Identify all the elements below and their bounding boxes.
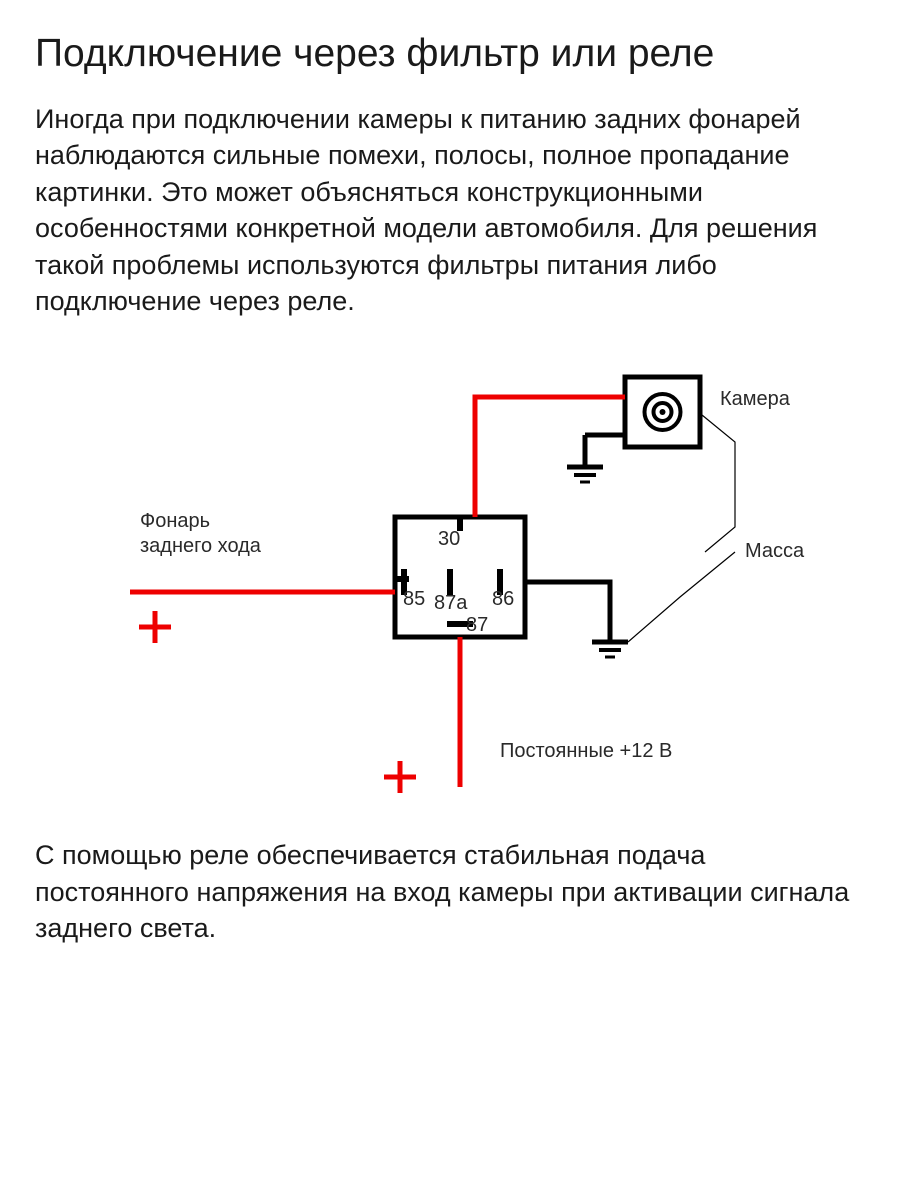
svg-text:Масса: Масса: [745, 540, 805, 562]
wiring-diagram: 30 85 87a 8687 Камера Фонарь заднего хода Масса…: [35, 337, 865, 807]
svg-text:Постоянные +12 В: Постоянные +12 В: [500, 740, 672, 762]
svg-text:Камера: Камера: [720, 388, 791, 410]
paragraph-outro: С помощью реле обеспечивается стабильная…: [35, 837, 865, 946]
page-title: Подключение через фильтр или реле: [35, 30, 865, 79]
svg-text:86: 86: [492, 588, 514, 610]
svg-text:30: 30: [438, 528, 460, 550]
svg-text:87a: 87a: [434, 592, 468, 614]
svg-text:87: 87: [466, 614, 488, 636]
svg-text:85: 85: [403, 588, 425, 610]
paragraph-intro: Иногда при подключении камеры к питанию …: [35, 101, 865, 320]
svg-text:заднего хода: заднего хода: [140, 535, 262, 557]
svg-text:Фонарь: Фонарь: [140, 510, 210, 532]
